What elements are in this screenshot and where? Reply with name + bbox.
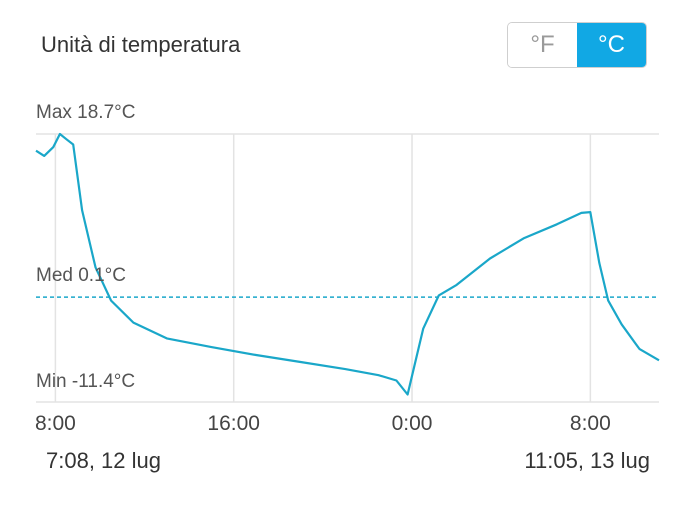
end-date: 11:05, 13 lug: [524, 448, 650, 473]
x-tick-label: 8:00: [35, 412, 76, 435]
page-title: Unità di temperatura: [41, 32, 241, 57]
unit-fahrenheit-button[interactable]: °F: [508, 23, 577, 67]
chart-grid: [36, 133, 659, 403]
x-axis-ticks: 8:00 16:00 0:00 8:00: [35, 412, 611, 435]
x-tick-label: 0:00: [392, 412, 433, 435]
temperature-unit-toggle[interactable]: °F °C: [507, 22, 647, 68]
start-date: 7:08, 12 lug: [46, 448, 161, 473]
x-tick-label: 8:00: [570, 412, 611, 435]
unit-celsius-button[interactable]: °C: [577, 23, 646, 67]
max-label: Max 18.7°C: [36, 102, 135, 123]
average-label: Med 0.1°C: [36, 265, 126, 286]
x-tick-label: 16:00: [207, 412, 260, 435]
temperature-series-line: [35, 132, 660, 396]
min-label: Min -11.4°C: [36, 371, 135, 392]
